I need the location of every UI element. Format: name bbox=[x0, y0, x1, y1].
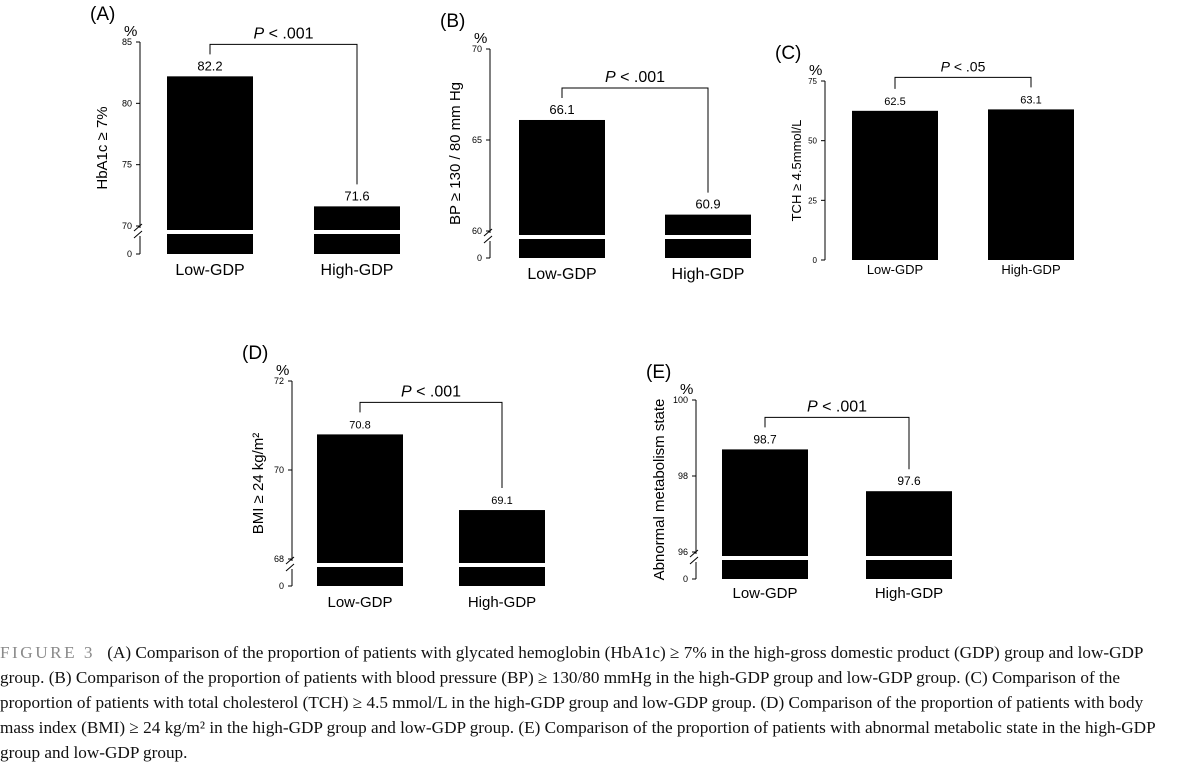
value-label: 97.6 bbox=[897, 474, 921, 488]
bar-break-gap bbox=[313, 230, 401, 234]
y-axis-title: Abnormal metabolism state bbox=[651, 399, 668, 581]
y-tick-label: 72 bbox=[274, 376, 284, 386]
axis-break-mark bbox=[285, 556, 295, 565]
bar-break-gap bbox=[721, 556, 809, 560]
category-label: Low-GDP bbox=[175, 262, 244, 279]
bar bbox=[852, 110, 938, 260]
y-tick-label: 0 bbox=[279, 581, 284, 591]
value-label: 71.6 bbox=[344, 188, 369, 203]
panel-label: (B) bbox=[440, 11, 465, 32]
category-label: High-GDP bbox=[672, 266, 745, 283]
significance-bracket bbox=[894, 76, 1032, 89]
bar bbox=[866, 491, 952, 579]
axis-break-mark bbox=[133, 230, 143, 239]
y-tick-label: 98 bbox=[678, 471, 688, 481]
y-tick-label: 96 bbox=[678, 547, 688, 557]
panel-b: (B)% 0 60 65 70 66.1 Low-GDP 60.9 High-GDP BP ≥ 1… bbox=[440, 11, 752, 283]
y-axis-title: BMI ≥ 24 kg/m² bbox=[250, 433, 267, 535]
panel-label: (A) bbox=[90, 4, 115, 25]
value-label: 70.8 bbox=[349, 419, 370, 431]
bar bbox=[988, 109, 1074, 260]
value-label: 63.1 bbox=[1020, 94, 1041, 106]
axis-break-mark bbox=[689, 556, 699, 565]
panel-c: (C)% 0 25 50 75 62.5 Low-GDP 63.1 High-GDP TCH ≥ … bbox=[775, 43, 1074, 277]
bar bbox=[167, 76, 253, 254]
significance-bracket bbox=[561, 87, 709, 193]
unit-label: % bbox=[809, 62, 822, 79]
category-label: Low-GDP bbox=[867, 262, 923, 277]
y-tick-label: 0 bbox=[813, 256, 818, 265]
category-label: High-GDP bbox=[1001, 262, 1060, 277]
y-axis-title: TCH ≥ 4.5mmol/L bbox=[789, 120, 804, 222]
y-tick-label: 70 bbox=[122, 221, 132, 231]
bar-break-gap bbox=[865, 556, 953, 560]
category-label: High-GDP bbox=[321, 262, 394, 279]
p-value-annotation: P < .05 bbox=[941, 58, 986, 74]
y-axis-title: HbA1c ≥ 7% bbox=[94, 106, 111, 189]
figure-caption: FIGURE 3 (A) Comparison of the proportio… bbox=[0, 640, 1176, 765]
significance-bracket bbox=[764, 416, 910, 470]
bar-break-gap bbox=[518, 235, 606, 239]
axis-break-mark bbox=[483, 235, 493, 244]
value-label: 98.7 bbox=[753, 432, 777, 446]
bar-break-gap bbox=[166, 230, 254, 234]
category-label: Low-GDP bbox=[732, 585, 797, 602]
category-label: Low-GDP bbox=[527, 266, 596, 283]
y-tick-label: 85 bbox=[122, 37, 132, 47]
value-label: 66.1 bbox=[549, 102, 574, 117]
category-label: Low-GDP bbox=[327, 594, 392, 611]
p-value-annotation: P < .001 bbox=[605, 69, 665, 86]
figure-label: FIGURE 3 bbox=[0, 643, 95, 662]
unit-label: % bbox=[474, 30, 487, 47]
y-tick-label: 25 bbox=[808, 196, 817, 205]
y-tick-label: 50 bbox=[808, 137, 817, 146]
p-value-annotation: P < .001 bbox=[253, 25, 313, 42]
bar-break-gap bbox=[458, 563, 546, 567]
significance-bracket bbox=[359, 401, 503, 489]
p-value-annotation: P < .001 bbox=[807, 398, 867, 415]
caption-text: (A) Comparison of the proportion of pati… bbox=[0, 643, 1155, 762]
y-tick-label: 0 bbox=[683, 574, 688, 584]
bar-break-gap bbox=[316, 563, 404, 567]
value-label: 62.5 bbox=[884, 96, 905, 108]
bar-break-gap bbox=[664, 235, 752, 239]
y-tick-label: 70 bbox=[472, 44, 482, 54]
p-value-annotation: P < .001 bbox=[401, 383, 461, 400]
y-tick-label: 75 bbox=[122, 160, 132, 170]
category-label: High-GDP bbox=[468, 594, 536, 611]
panel-label: (D) bbox=[242, 343, 268, 364]
panel-e: (E)% 0 96 98 100 98.7 Low-GDP 97.6 High-GDP Abnor… bbox=[646, 362, 953, 602]
significance-bracket bbox=[209, 43, 358, 185]
axis-break-mark bbox=[133, 223, 143, 232]
bar bbox=[317, 434, 403, 586]
y-tick-label: 0 bbox=[477, 253, 482, 263]
y-tick-label: 65 bbox=[472, 135, 482, 145]
y-axis-title: BP ≥ 130 / 80 mm Hg bbox=[447, 82, 464, 225]
y-tick-label: 0 bbox=[127, 249, 132, 259]
panel-a: (A)% 0 70 75 80 85 82.2 Low-GDP 71.6 High-GDP HbA1… bbox=[90, 4, 401, 279]
category-label: High-GDP bbox=[875, 585, 943, 602]
figure-panels: (A)% 0 70 75 80 85 82.2 Low-GDP 71.6 High-GDP HbA1… bbox=[90, 4, 1074, 611]
panel-label: (E) bbox=[646, 362, 671, 383]
unit-label: % bbox=[124, 23, 137, 40]
bar bbox=[519, 119, 605, 258]
bar bbox=[459, 510, 545, 586]
value-label: 69.1 bbox=[491, 495, 512, 507]
y-tick-label: 60 bbox=[472, 226, 482, 236]
axis-break-mark bbox=[483, 228, 493, 237]
axis-break-mark bbox=[285, 563, 295, 572]
y-tick-label: 75 bbox=[808, 77, 817, 86]
value-label: 82.2 bbox=[197, 58, 222, 73]
y-tick-label: 80 bbox=[122, 98, 132, 108]
panel-label: (C) bbox=[775, 43, 801, 64]
unit-label: % bbox=[680, 381, 693, 398]
y-tick-label: 100 bbox=[673, 395, 688, 405]
unit-label: % bbox=[276, 362, 289, 379]
value-label: 60.9 bbox=[695, 197, 720, 212]
y-tick-label: 68 bbox=[274, 554, 284, 564]
panel-d: (D)% 0 68 70 72 70.8 Low-GDP 69.1 High-GDP BMI ≥ … bbox=[242, 343, 546, 611]
y-tick-label: 70 bbox=[274, 465, 284, 475]
axis-break-mark bbox=[689, 549, 699, 558]
